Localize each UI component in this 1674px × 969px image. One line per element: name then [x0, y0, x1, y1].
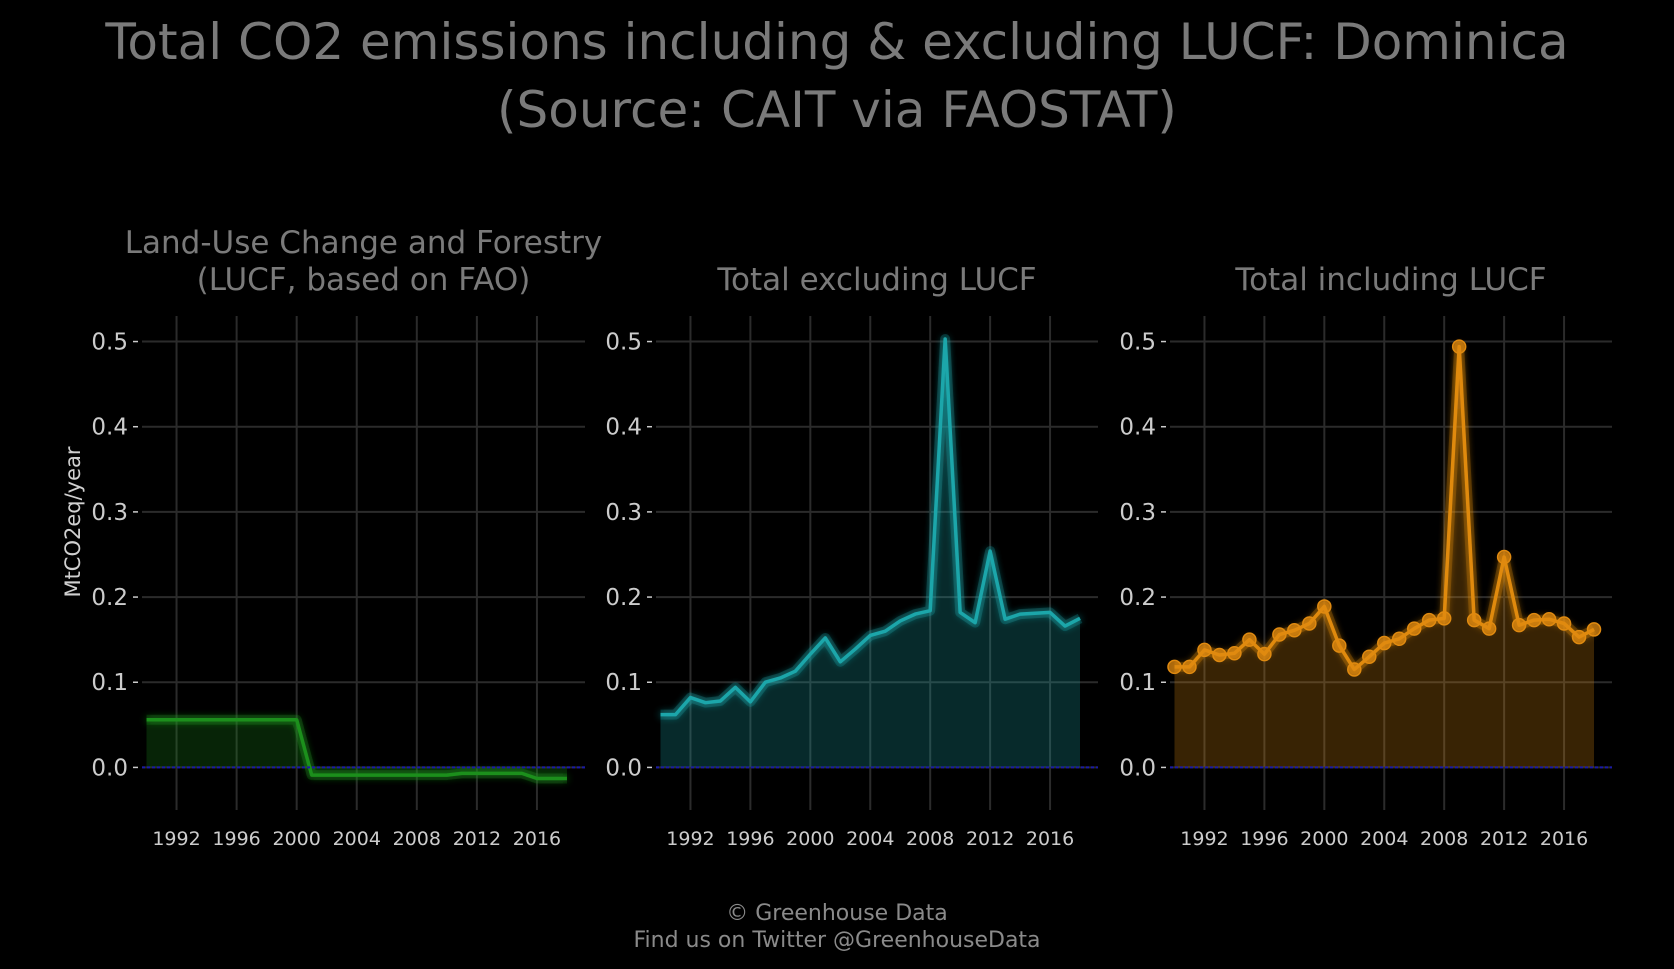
y-axis-label: MtCO2eq/year: [61, 446, 85, 597]
y-tick-label: 0.4: [1119, 415, 1156, 441]
y-tick-label: 0.2: [1119, 585, 1156, 611]
data-point: [1436, 611, 1452, 626]
y-tick-label: 0.2: [605, 585, 642, 611]
x-tick-label: 1992: [1180, 828, 1228, 850]
x-tick-label: 2004: [1360, 828, 1408, 850]
data-point: [1526, 612, 1542, 628]
y-tick-label: 0.3: [605, 500, 642, 526]
series-area: [146, 719, 567, 779]
y-tick-label: 0.1: [91, 670, 128, 696]
data-point: [1377, 635, 1392, 651]
x-tick-label: 2012: [966, 828, 1014, 850]
x-tick-label: 2000: [1300, 828, 1348, 850]
y-tick-label: 0.0: [1119, 755, 1156, 781]
data-point: [1182, 659, 1197, 675]
data-point: [1362, 649, 1377, 664]
panel-title: Land-Use Change and Forestry: [125, 225, 603, 261]
x-tick-label: 2012: [453, 828, 501, 850]
data-point: [1466, 612, 1482, 628]
chart-panel-1: Land-Use Change and Forestry(LUCF, based…: [91, 225, 602, 850]
chart-panel-2: Total excluding LUCF 1992 1996 2000 2004 2008…: [605, 262, 1098, 850]
data-point: [1242, 632, 1257, 647]
y-tick-label: 0.4: [91, 415, 128, 441]
data-point: [1302, 616, 1317, 631]
data-point: [1481, 621, 1497, 636]
data-point: [1332, 638, 1347, 653]
panel-title: (LUCF, based on FAO): [197, 262, 531, 298]
x-tick-label: 2016: [1540, 828, 1588, 850]
data-point: [1391, 631, 1407, 647]
data-point: [1347, 662, 1362, 677]
y-tick-label: 0.0: [91, 755, 128, 781]
data-point: [1556, 616, 1572, 631]
data-point: [1406, 621, 1422, 636]
page-subtitle: (Source: CAIT via FAOSTAT): [497, 81, 1177, 139]
x-tick-label: 2016: [513, 828, 561, 850]
data-point: [1197, 642, 1212, 658]
data-point: [1571, 629, 1587, 645]
footer-twitter: Find us on Twitter @GreenhouseData: [633, 928, 1041, 953]
x-tick-label: 1992: [152, 828, 200, 850]
x-tick-label: 2004: [333, 828, 381, 850]
footer-copyright: © Greenhouse Data: [726, 901, 948, 926]
page-title: Total CO2 emissions including & excludin…: [105, 13, 1569, 71]
x-tick-label: 2004: [846, 828, 894, 850]
data-point: [1272, 627, 1287, 642]
x-tick-label: 1996: [212, 828, 260, 850]
data-point: [1496, 549, 1512, 565]
x-tick-label: 2000: [786, 828, 834, 850]
y-tick-label: 0.5: [605, 330, 642, 356]
chart-panel-3: Total including LUCF 1992 1996 2000 2004 2008…: [1119, 262, 1612, 850]
panel-title: Total excluding LUCF: [716, 262, 1036, 298]
x-tick-label: 1996: [1240, 828, 1288, 850]
x-tick-label: 2012: [1480, 828, 1528, 850]
y-tick-label: 0.1: [605, 670, 642, 696]
x-tick-label: 1996: [726, 828, 774, 850]
data-point: [1287, 623, 1302, 638]
data-point: [1227, 646, 1242, 661]
data-point: [1421, 612, 1437, 628]
y-tick-label: 0.3: [1119, 500, 1156, 526]
y-tick-label: 0.3: [91, 500, 128, 526]
data-point: [1451, 339, 1467, 354]
data-point: [1212, 647, 1227, 663]
series-line: [660, 337, 1081, 717]
y-tick-label: 0.5: [91, 330, 128, 356]
data-point: [1541, 611, 1557, 627]
x-tick-label: 1992: [666, 828, 714, 850]
x-tick-label: 2016: [1026, 828, 1074, 850]
data-point: [1257, 646, 1272, 662]
series-area: [1174, 346, 1595, 768]
y-tick-label: 0.4: [605, 415, 642, 441]
x-tick-label: 2008: [906, 828, 954, 850]
series-area: [660, 338, 1081, 768]
y-tick-label: 0.0: [605, 755, 642, 781]
series-line: [146, 717, 567, 781]
y-tick-label: 0.2: [91, 585, 128, 611]
y-tick-label: 0.1: [1119, 670, 1156, 696]
panel-title: Total including LUCF: [1234, 262, 1546, 298]
y-tick-label: 0.5: [1119, 330, 1156, 356]
data-point: [1317, 599, 1332, 614]
x-tick-label: 2000: [272, 828, 320, 850]
x-tick-label: 2008: [393, 828, 441, 850]
data-point: [1167, 659, 1182, 675]
x-tick-label: 2008: [1420, 828, 1468, 850]
data-point: [1586, 622, 1602, 637]
data-point: [1511, 617, 1527, 633]
